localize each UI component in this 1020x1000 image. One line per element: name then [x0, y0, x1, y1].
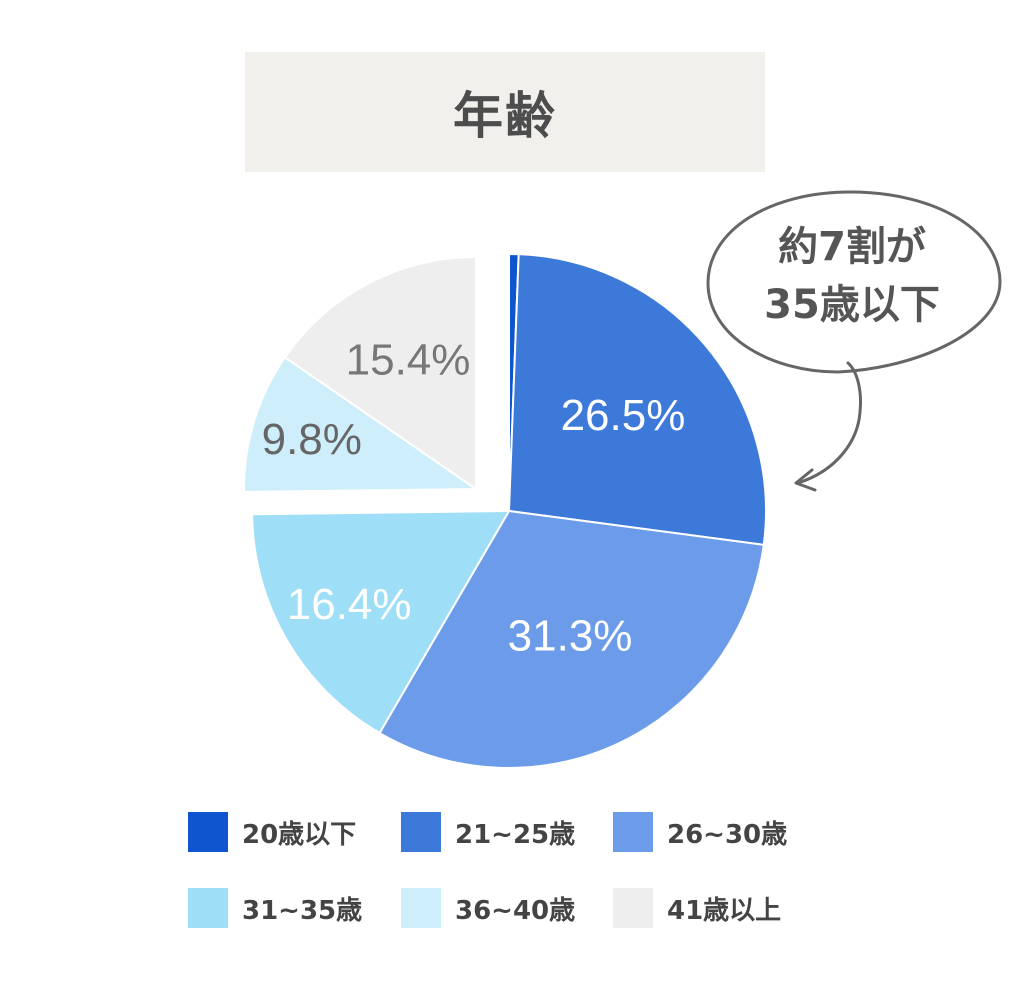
pie-slice-label-5: 9.8%: [262, 415, 362, 464]
pie-slice-label-3: 31.3%: [508, 612, 633, 661]
legend-label: 31~35歳: [242, 895, 363, 926]
legend-label: 36~40歳: [455, 895, 576, 926]
pie-slice-label-4: 16.4%: [287, 580, 412, 629]
pie-slice-label-2: 26.5%: [561, 391, 686, 440]
pie-slice-3: [378, 509, 765, 769]
legend-label: 21~25歳: [455, 819, 576, 850]
pie-slices: [243, 252, 767, 769]
legend-swatch: [613, 812, 653, 852]
legend-item: 20歳以下: [188, 812, 356, 852]
chart-title-box: 年齢: [245, 52, 765, 172]
callout-text-line1: 約7割が: [778, 224, 926, 270]
legend-swatch: [188, 888, 228, 928]
legend-item: 21~25歳: [401, 812, 575, 852]
callout-arrow: [796, 361, 862, 485]
legend-item: 26~30歳: [613, 812, 787, 852]
legend-item: 36~40歳: [401, 888, 575, 928]
pie-slice-4: [251, 509, 511, 735]
legend-swatch: [188, 812, 228, 852]
callout-arrowhead-icon: [794, 468, 817, 492]
legend-label: 41歳以上: [667, 895, 782, 926]
callout-bubble-outline: [706, 190, 1002, 374]
pie-labels: 26.5% 31.3% 16.4% 9.8% 15.4%: [262, 336, 686, 661]
pie-slice-5: [243, 356, 480, 493]
legend-swatch: [613, 888, 653, 928]
chart-title: 年齢: [453, 87, 557, 145]
callout-text-line2: 35歳以下: [764, 282, 940, 328]
legend-item: 41歳以上: [613, 888, 781, 928]
legend-item: 31~35歳: [188, 888, 362, 928]
callout-bubble: 約7割が 35歳以下: [706, 190, 1002, 492]
pie-slice-6: [283, 255, 477, 491]
legend-swatch: [401, 888, 441, 928]
legend-label: 26~30歳: [667, 819, 788, 850]
legend-swatch: [401, 812, 441, 852]
pie-slice-2: [507, 253, 767, 546]
pie-slice-label-6: 15.4%: [346, 336, 471, 385]
legend-label: 20歳以下: [242, 819, 357, 850]
